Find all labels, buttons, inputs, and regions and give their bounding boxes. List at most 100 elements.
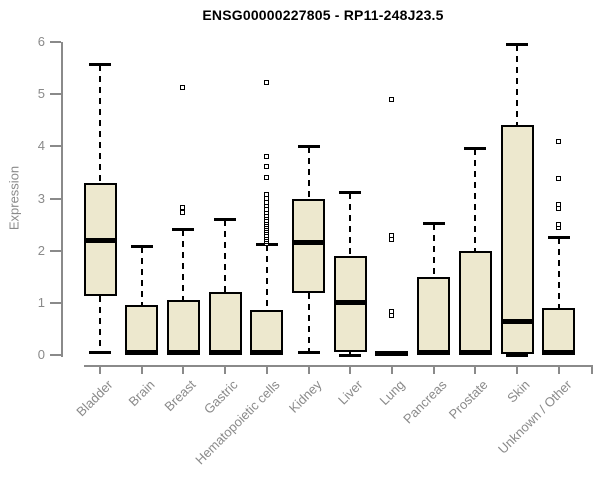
median-line bbox=[83, 237, 117, 243]
x-tick-label: Bladder bbox=[73, 377, 116, 420]
outlier-point bbox=[555, 221, 561, 227]
outlier-point bbox=[180, 210, 186, 216]
outlier-point bbox=[180, 84, 186, 90]
x-tick bbox=[349, 365, 352, 374]
x-tick-label: Lung bbox=[376, 377, 408, 409]
whisker-cap-upper bbox=[464, 147, 487, 151]
outlier-point bbox=[555, 176, 561, 182]
whisker-lower bbox=[307, 292, 310, 352]
median-line bbox=[417, 350, 451, 356]
median-line bbox=[292, 240, 325, 246]
outlier-point bbox=[263, 200, 269, 206]
box bbox=[166, 300, 200, 355]
y-tick bbox=[50, 354, 61, 356]
y-tick-label: 2 bbox=[37, 242, 45, 258]
box bbox=[458, 250, 492, 355]
x-tick-label: Kidney bbox=[285, 377, 325, 416]
x-tick bbox=[99, 365, 101, 374]
y-tick-label: 0 bbox=[37, 347, 45, 362]
whisker-upper bbox=[182, 229, 185, 301]
whisker-upper bbox=[99, 65, 101, 183]
chart-title: ENSG00000227805 - RP11-248J23.5 bbox=[202, 7, 444, 23]
outlier-point bbox=[388, 97, 394, 103]
whisker-cap-upper bbox=[89, 63, 111, 67]
outlier-point bbox=[180, 205, 186, 211]
x-tick-label: Gastric bbox=[200, 377, 241, 417]
x-tick bbox=[390, 365, 393, 374]
y-tick bbox=[50, 249, 61, 252]
whisker-upper bbox=[265, 245, 268, 311]
median-line bbox=[208, 350, 242, 356]
outlier-point bbox=[388, 232, 394, 238]
x-tick bbox=[140, 365, 143, 374]
outlier-point bbox=[555, 202, 561, 208]
box bbox=[292, 198, 325, 293]
y-tick-label: 1 bbox=[37, 294, 45, 310]
median-line bbox=[542, 350, 576, 356]
whisker-lower bbox=[349, 352, 352, 355]
box bbox=[542, 308, 576, 355]
outlier-point bbox=[263, 154, 269, 160]
x-tick bbox=[474, 365, 477, 374]
whisker-cap-upper bbox=[297, 145, 320, 149]
whisker-upper bbox=[432, 223, 435, 278]
y-tick-label: 4 bbox=[37, 138, 45, 154]
x-axis-line bbox=[84, 365, 593, 367]
whisker-cap-upper bbox=[422, 221, 445, 225]
whisker-cap-upper bbox=[130, 245, 153, 248]
median-line bbox=[250, 350, 284, 356]
y-tick bbox=[50, 197, 61, 200]
median-line bbox=[333, 300, 367, 306]
outlier-point bbox=[263, 79, 269, 85]
outlier-point bbox=[388, 309, 394, 315]
y-axis-line bbox=[61, 42, 63, 357]
y-tick-label: 5 bbox=[37, 86, 45, 102]
x-tick-label: Unknown / Other bbox=[494, 377, 575, 457]
box bbox=[250, 310, 284, 355]
x-tick bbox=[432, 365, 435, 374]
y-tick-label: 3 bbox=[37, 190, 45, 206]
box bbox=[417, 277, 451, 355]
box bbox=[500, 125, 534, 354]
whisker-upper bbox=[349, 193, 352, 256]
whisker-cap-upper bbox=[339, 191, 362, 195]
box bbox=[125, 304, 159, 355]
x-tick-label: Brain bbox=[125, 377, 158, 410]
x-tick bbox=[265, 365, 268, 374]
whisker-cap-upper bbox=[214, 218, 237, 222]
whisker-upper bbox=[140, 247, 143, 305]
whisker-cap-lower bbox=[506, 354, 528, 357]
y-tick bbox=[50, 41, 61, 43]
box bbox=[208, 292, 242, 355]
whisker-cap-lower bbox=[297, 350, 320, 354]
whisker-upper bbox=[224, 220, 227, 293]
x-tick bbox=[516, 365, 518, 374]
whisker-cap-upper bbox=[547, 236, 570, 240]
median-line bbox=[500, 318, 534, 324]
outlier-point bbox=[263, 164, 269, 170]
median-line bbox=[125, 350, 159, 356]
x-tick bbox=[182, 365, 185, 374]
x-tick-label: Prostate bbox=[446, 377, 491, 422]
x-tick bbox=[557, 365, 560, 374]
whisker-lower bbox=[99, 296, 101, 353]
y-tick-label: 6 bbox=[37, 34, 45, 49]
whisker-upper bbox=[307, 147, 310, 199]
outlier-point bbox=[555, 138, 561, 144]
x-tick-label: Liver bbox=[335, 377, 366, 408]
x-axis-end-tick bbox=[591, 365, 593, 374]
whisker-cap-upper bbox=[506, 42, 528, 46]
whisker-cap-lower bbox=[89, 351, 111, 355]
y-tick bbox=[50, 145, 61, 148]
x-tick bbox=[224, 365, 227, 374]
outlier-point bbox=[388, 237, 394, 243]
median-line bbox=[458, 350, 492, 356]
whisker-cap-lower bbox=[339, 354, 362, 357]
y-tick bbox=[50, 93, 61, 96]
whisker-upper bbox=[474, 149, 477, 251]
y-tick bbox=[50, 301, 61, 304]
x-tick bbox=[307, 365, 310, 374]
x-tick-label: Pancreas bbox=[399, 377, 450, 427]
